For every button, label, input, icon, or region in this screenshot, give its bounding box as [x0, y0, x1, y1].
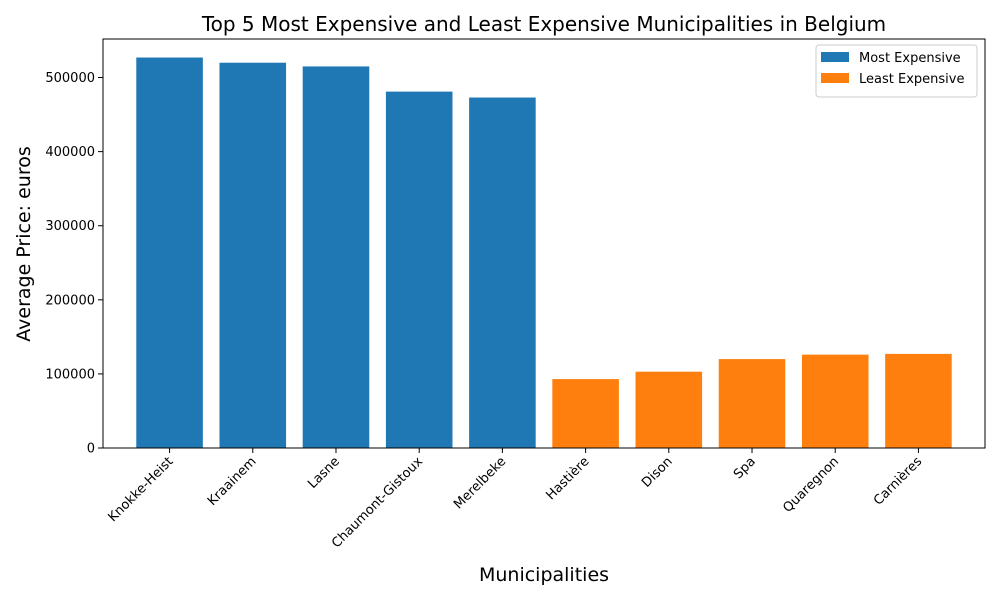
- bar: [801, 354, 869, 448]
- x-tick-label: Chaumont-Gistoux: [329, 454, 426, 551]
- bar: [469, 97, 536, 448]
- bar: [552, 379, 619, 448]
- plot-frame: [102, 38, 986, 449]
- bar: [136, 57, 203, 448]
- plot-area: Knokke-Heist Kraainem LasneChaumont-Gistou…: [45, 38, 986, 551]
- x-tick-label: Merelbeke: [451, 454, 509, 512]
- legend-label: Least Expensive: [859, 72, 964, 87]
- x-tick-label: Lasne: [305, 454, 343, 492]
- x-tick-label: Dison: [639, 454, 675, 490]
- bar: [302, 66, 370, 448]
- x-tick-label: Spa: [731, 454, 759, 482]
- y-tick-label: 100000: [45, 367, 95, 382]
- x-tick-label: Carnières: [871, 454, 925, 508]
- x-axis-label: Municipalities: [479, 564, 609, 586]
- legend-swatch: [821, 73, 849, 83]
- x-tick-label: Kraainem: [205, 454, 260, 509]
- legend-swatch: [821, 52, 849, 62]
- y-tick-label: 200000: [45, 293, 95, 308]
- bar: [635, 371, 703, 448]
- y-tick-label: 500000: [45, 71, 95, 86]
- y-axis-label: Average Price: euros: [13, 146, 35, 342]
- y-tick-label: 300000: [45, 219, 95, 234]
- chart-title: Top 5 Most Expensive and Least Expensive…: [201, 12, 886, 36]
- x-tick-label: Knokke-Heist: [105, 454, 176, 525]
- y-tick-label: 0: [87, 442, 95, 457]
- x-tick-label: Quaregnon: [780, 454, 842, 516]
- y-tick-label: 400000: [45, 145, 95, 160]
- bar: [718, 359, 786, 448]
- bar: [885, 353, 952, 448]
- legend-label: Most Expensive: [859, 51, 961, 66]
- legend-box: [815, 44, 978, 98]
- legend: Most Expensive Least Expensive: [815, 44, 978, 98]
- bar: [385, 91, 453, 449]
- bar: [219, 62, 287, 448]
- x-tick-label: Hastière: [543, 454, 592, 503]
